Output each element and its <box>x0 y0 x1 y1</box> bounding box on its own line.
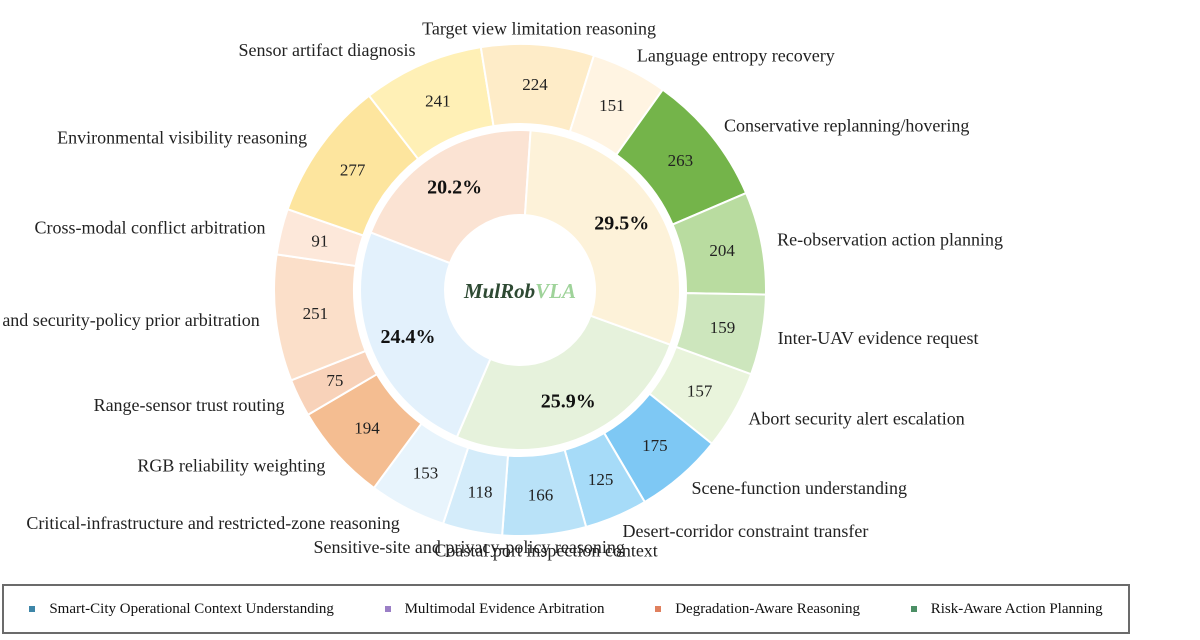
outer-value-label: 175 <box>642 436 668 455</box>
legend-label-degradation: Degradation-Aware Reasoning <box>675 600 861 617</box>
category-label: Range-sensor trust routing <box>94 395 285 415</box>
inner-percent-label: 20.2% <box>427 177 482 199</box>
category-label: Sensitive-site and privacy-policy reason… <box>313 537 624 557</box>
category-label: Abort security alert escalation <box>748 408 964 428</box>
category-label: Scene-function understanding <box>692 478 907 498</box>
outer-value-label: 125 <box>588 470 614 489</box>
sunburst-chart: 157 Abort security alert escalation 175 Sce… <box>0 19 1003 561</box>
legend-item-context: Smart-City Operational Context Understan… <box>29 601 334 618</box>
outer-value-label: 251 <box>303 304 329 323</box>
legend-swatch-degradation <box>655 606 662 612</box>
legend-item-degradation: Degradation-Aware Reasoning <box>655 601 860 618</box>
outer-value-label: 157 <box>687 381 713 400</box>
category-label: Sensor artifact diagnosis <box>239 40 416 60</box>
outer-value-label: 277 <box>340 160 366 179</box>
legend-item-planning: Risk-Aware Action Planning <box>910 600 1103 618</box>
outer-value-label: 241 <box>425 92 451 111</box>
center-hole <box>446 216 594 364</box>
category-label: Language entropy recovery <box>637 46 835 66</box>
category-label: Target view limitation reasoning <box>422 19 656 39</box>
outer-value-label: 75 <box>326 371 343 390</box>
outer-slice-inter-uav-evidence-request <box>674 292 767 376</box>
inner-slice-0 <box>455 314 672 451</box>
legend-swatch-arbitration <box>384 606 391 612</box>
inner-slice-2 <box>369 129 532 265</box>
category-label: Coastal port inspection context <box>434 541 657 561</box>
category-label: Cross-modal conflict arbitration <box>35 218 266 238</box>
category-label: Desert-corridor constraint transfer <box>623 521 869 541</box>
inner-percent-label: 25.9% <box>541 391 596 413</box>
outer-value-label: 153 <box>413 464 439 483</box>
inner-slice-3 <box>523 129 681 347</box>
legend-label-planning: Risk-Aware Action Planning <box>930 600 1103 617</box>
center-label: MulRobVLA <box>463 279 576 303</box>
category-label: Environmental visibility reasoning <box>57 127 307 147</box>
center-label-main: MulRob <box>463 279 535 303</box>
legend-label-arbitration: Multimodal Evidence Arbitration <box>404 600 605 617</box>
outer-value-label: 159 <box>710 318 736 337</box>
category-label: Text and security-policy prior arbitrati… <box>0 310 260 330</box>
legend-label-context: Smart-City Operational Context Understan… <box>49 600 334 617</box>
legend: Smart-City Operational Context Understan… <box>2 584 1130 634</box>
outer-value-label: 166 <box>528 485 554 504</box>
category-label: Critical-infrastructure and restricted-z… <box>26 513 399 533</box>
legend-swatch-planning <box>910 606 917 612</box>
legend-item-arbitration: Multimodal Evidence Arbitration <box>384 600 605 618</box>
category-label: Conservative replanning/hovering <box>724 116 969 136</box>
category-label: Re-observation action planning <box>777 230 1003 250</box>
category-label: RGB reliability weighting <box>137 455 325 475</box>
inner-percent-label: 24.4% <box>381 326 436 348</box>
outer-value-label: 118 <box>468 483 493 502</box>
category-label: Inter-UAV evidence request <box>778 328 979 348</box>
inner-slice-1 <box>359 231 492 439</box>
outer-value-label: 224 <box>522 75 548 94</box>
outer-value-label: 204 <box>709 241 735 260</box>
outer-value-label: 263 <box>668 151 694 170</box>
outer-value-label: 194 <box>354 418 380 437</box>
outer-value-label: 151 <box>599 96 625 115</box>
legend-swatch-context <box>29 606 36 612</box>
outer-value-label: 91 <box>311 232 328 251</box>
center-label-accent: VLA <box>535 279 576 303</box>
inner-percent-label: 29.5% <box>594 213 649 235</box>
